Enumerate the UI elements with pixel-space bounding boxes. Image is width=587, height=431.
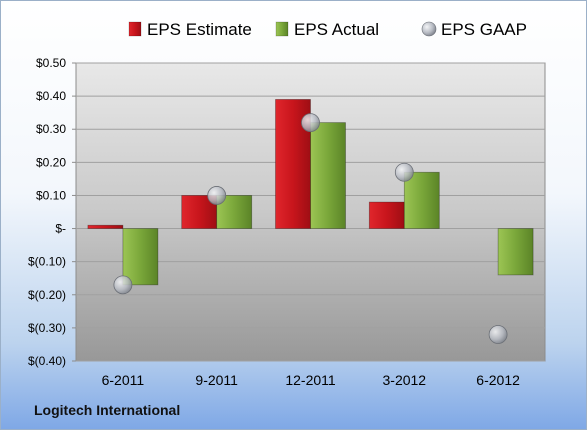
- legend-swatch-eps-actual: [275, 21, 289, 37]
- eps-gaap-marker: [113, 275, 133, 295]
- y-tick-label: $0.40: [36, 89, 66, 103]
- y-tick-label: $0.30: [36, 122, 66, 136]
- x-tick-label: 6-2012: [476, 372, 520, 388]
- legend-swatch-eps-estimate: [128, 21, 142, 37]
- y-tick-label: $(0.30): [28, 321, 66, 335]
- y-tick-label: $(0.10): [28, 255, 66, 269]
- eps-actualbar-bar: [403, 171, 440, 229]
- eps-estimatebar-bar: [368, 201, 405, 229]
- eps-estimatebar-bar: [87, 224, 124, 229]
- legend-label-eps-gaap: EPS GAAP: [441, 20, 527, 39]
- y-tick-label: $(0.40): [28, 354, 66, 368]
- legend-label-eps-actual: EPS Actual: [294, 20, 379, 39]
- legend-swatch-eps-gaap: [421, 21, 437, 37]
- y-tick-label: $0.20: [36, 155, 66, 169]
- x-tick-label: 9-2011: [195, 372, 238, 388]
- y-tick-label: $0.50: [36, 56, 66, 70]
- eps-actualbar-bar: [310, 122, 346, 229]
- x-tick-label: 6-2011: [102, 372, 145, 388]
- company-name: Logitech International: [34, 402, 181, 418]
- eps-gaap-marker: [207, 186, 227, 205]
- y-tick-label: $-: [55, 222, 66, 236]
- x-tick-label: 3-2012: [383, 372, 427, 388]
- y-tick-label: $0.10: [36, 188, 66, 202]
- eps-gaap-marker: [394, 162, 414, 182]
- x-tick-label: 12-2011: [285, 372, 336, 388]
- eps-actualbar-bar: [122, 228, 159, 286]
- eps-actualbar-bar: [497, 228, 534, 276]
- y-tick-label: $(0.20): [28, 288, 66, 302]
- legend-label-eps-estimate: EPS Estimate: [147, 20, 252, 39]
- eps-gaap-marker: [488, 325, 508, 344]
- eps-gaap-marker: [301, 113, 320, 132]
